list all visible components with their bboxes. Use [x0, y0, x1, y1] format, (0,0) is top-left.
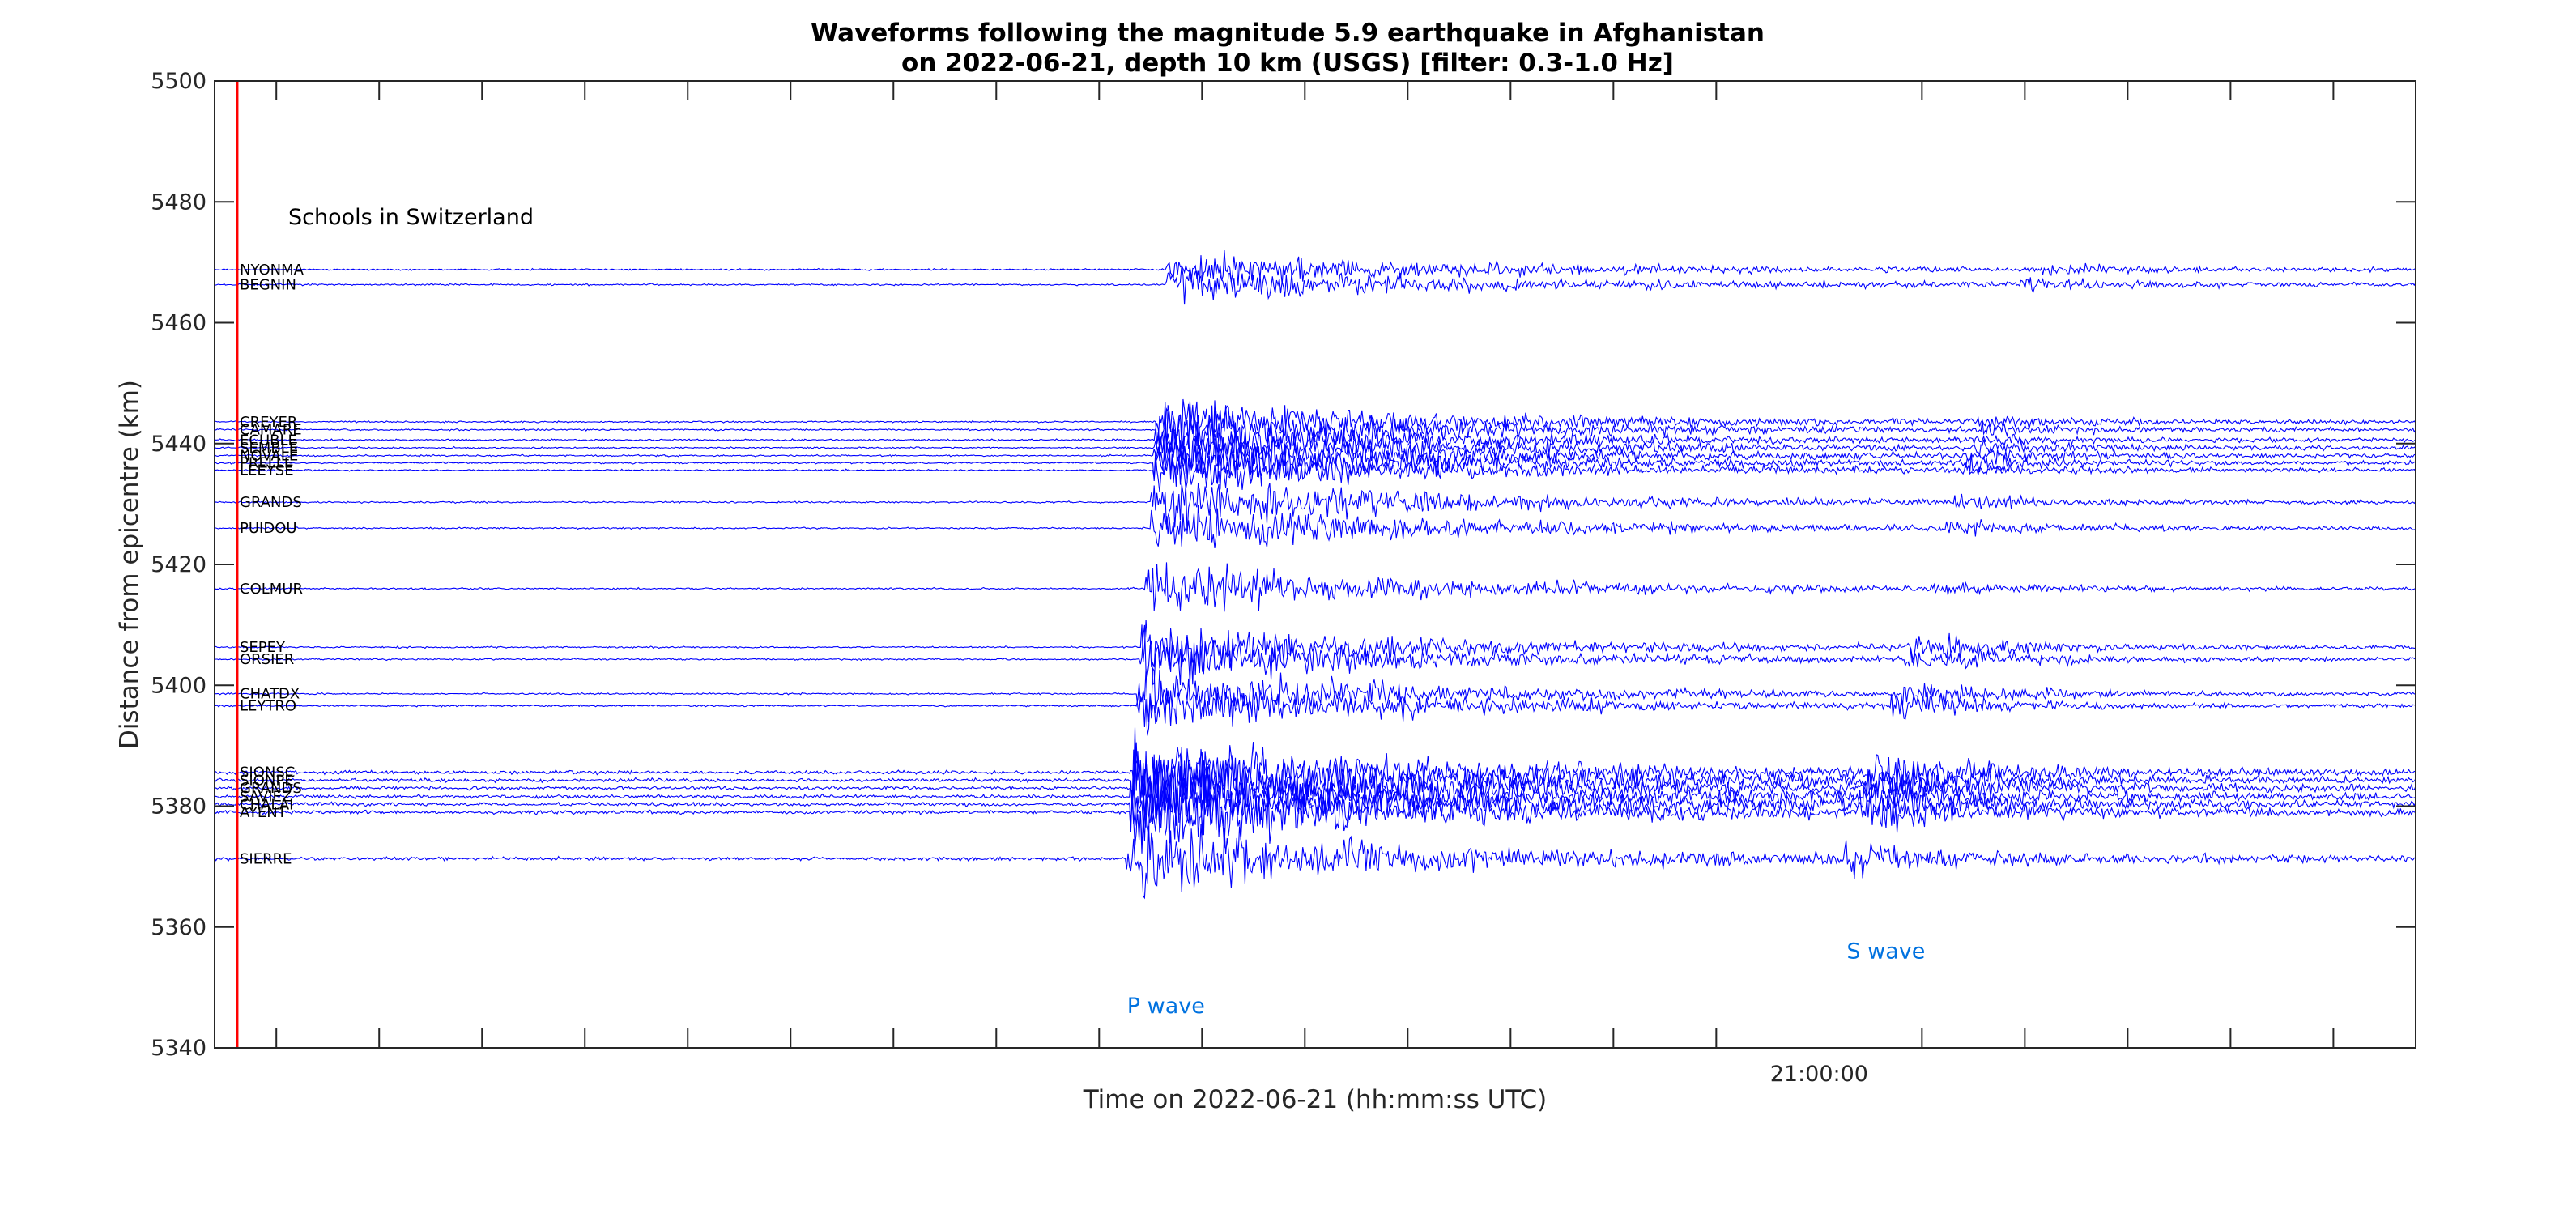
- station-label: SAVIEZ: [240, 789, 292, 806]
- station-label: NOVALE: [240, 448, 298, 465]
- trace-saviez: [215, 760, 2416, 831]
- trace-begnin: [215, 265, 2416, 305]
- station-label: LEEYSE: [240, 462, 294, 479]
- s-wave-label: S wave: [1846, 939, 1925, 964]
- trace-ecuble: [215, 417, 2416, 475]
- trace-sionsc: [215, 727, 2416, 809]
- plot-frame: [214, 80, 2416, 1049]
- trace-orsier: [215, 624, 2416, 686]
- y-tick-label: 5460: [151, 311, 207, 336]
- station-label: GRANDS: [240, 494, 302, 511]
- x-tick-label: 21:00:00: [1770, 1062, 1868, 1087]
- station-label: SIONSC: [240, 764, 295, 781]
- trace-novale: [215, 428, 2416, 476]
- trace-nyonma: [215, 249, 2416, 286]
- y-tick-label: 5380: [151, 794, 207, 820]
- trace-grands: [215, 482, 2416, 534]
- station-label: BEGNIN: [240, 276, 296, 293]
- network-annotation: Schools in Switzerland: [288, 205, 534, 230]
- trace-ayent: [215, 774, 2416, 854]
- y-tick-label: 5420: [151, 552, 207, 577]
- station-label: SEMBLE: [240, 440, 298, 457]
- station-label: GRANDS: [240, 780, 302, 797]
- trace-camare: [215, 401, 2416, 453]
- station-label: COLMUR: [240, 581, 303, 598]
- trace-chatdx: [215, 666, 2416, 723]
- station-label: NYONMA: [240, 262, 304, 279]
- y-tick-label: 5340: [151, 1036, 207, 1061]
- station-label: CAMARE: [240, 422, 302, 439]
- p-wave-label: P wave: [1127, 994, 1205, 1019]
- plot-area: [215, 81, 2416, 1048]
- station-label: ECUBLE: [240, 432, 297, 449]
- station-label: SIONPE: [240, 772, 294, 789]
- station-label: PRELLE: [240, 455, 293, 472]
- station-label: LEYTRO: [240, 698, 296, 715]
- chart-title-line-1: Waveforms following the magnitude 5.9 ea…: [811, 19, 1765, 48]
- trace-grands: [215, 747, 2416, 828]
- y-tick-label: 5400: [151, 673, 207, 698]
- trace-sepey: [215, 620, 2416, 673]
- trace-sierre: [215, 824, 2416, 900]
- station-label: PUIDOU: [240, 520, 297, 537]
- station-label: ORSIER: [240, 651, 294, 668]
- trace-colmur: [215, 562, 2416, 612]
- y-tick-label: 5480: [151, 189, 207, 215]
- y-axis: 5340 5360 5380 5400 5420 5440 5460 5480 5500: [151, 69, 2416, 1061]
- y-tick-label: 5500: [151, 69, 207, 94]
- trace-chalai: [215, 766, 2416, 842]
- trace-prelle: [215, 438, 2416, 483]
- station-label: CHATDX: [240, 686, 300, 703]
- trace-semble: [215, 427, 2416, 475]
- trace-leytro: [215, 680, 2416, 736]
- station-label: CREYER: [240, 414, 297, 431]
- x-axis-label: Time on 2022-06-21 (hh:mm:ss UTC): [1083, 1085, 1548, 1114]
- y-tick-label: 5440: [151, 432, 207, 457]
- trace-creyer: [215, 398, 2416, 446]
- chart-title-line-2: on 2022-06-21, depth 10 km (USGS) [filte…: [901, 49, 1674, 78]
- station-label: SEPEY: [240, 639, 286, 656]
- trace-sionpe: [215, 742, 2416, 815]
- trace-leeyse: [215, 445, 2416, 493]
- station-label: CHALAI: [240, 796, 293, 813]
- waveform-traces: [215, 249, 2416, 900]
- y-axis-label: Distance from epicentre (km): [115, 380, 144, 749]
- station-label: AYENT: [240, 804, 287, 821]
- trace-puidou: [215, 505, 2416, 548]
- station-label: SIERRE: [240, 850, 292, 867]
- y-tick-label: 5360: [151, 915, 207, 940]
